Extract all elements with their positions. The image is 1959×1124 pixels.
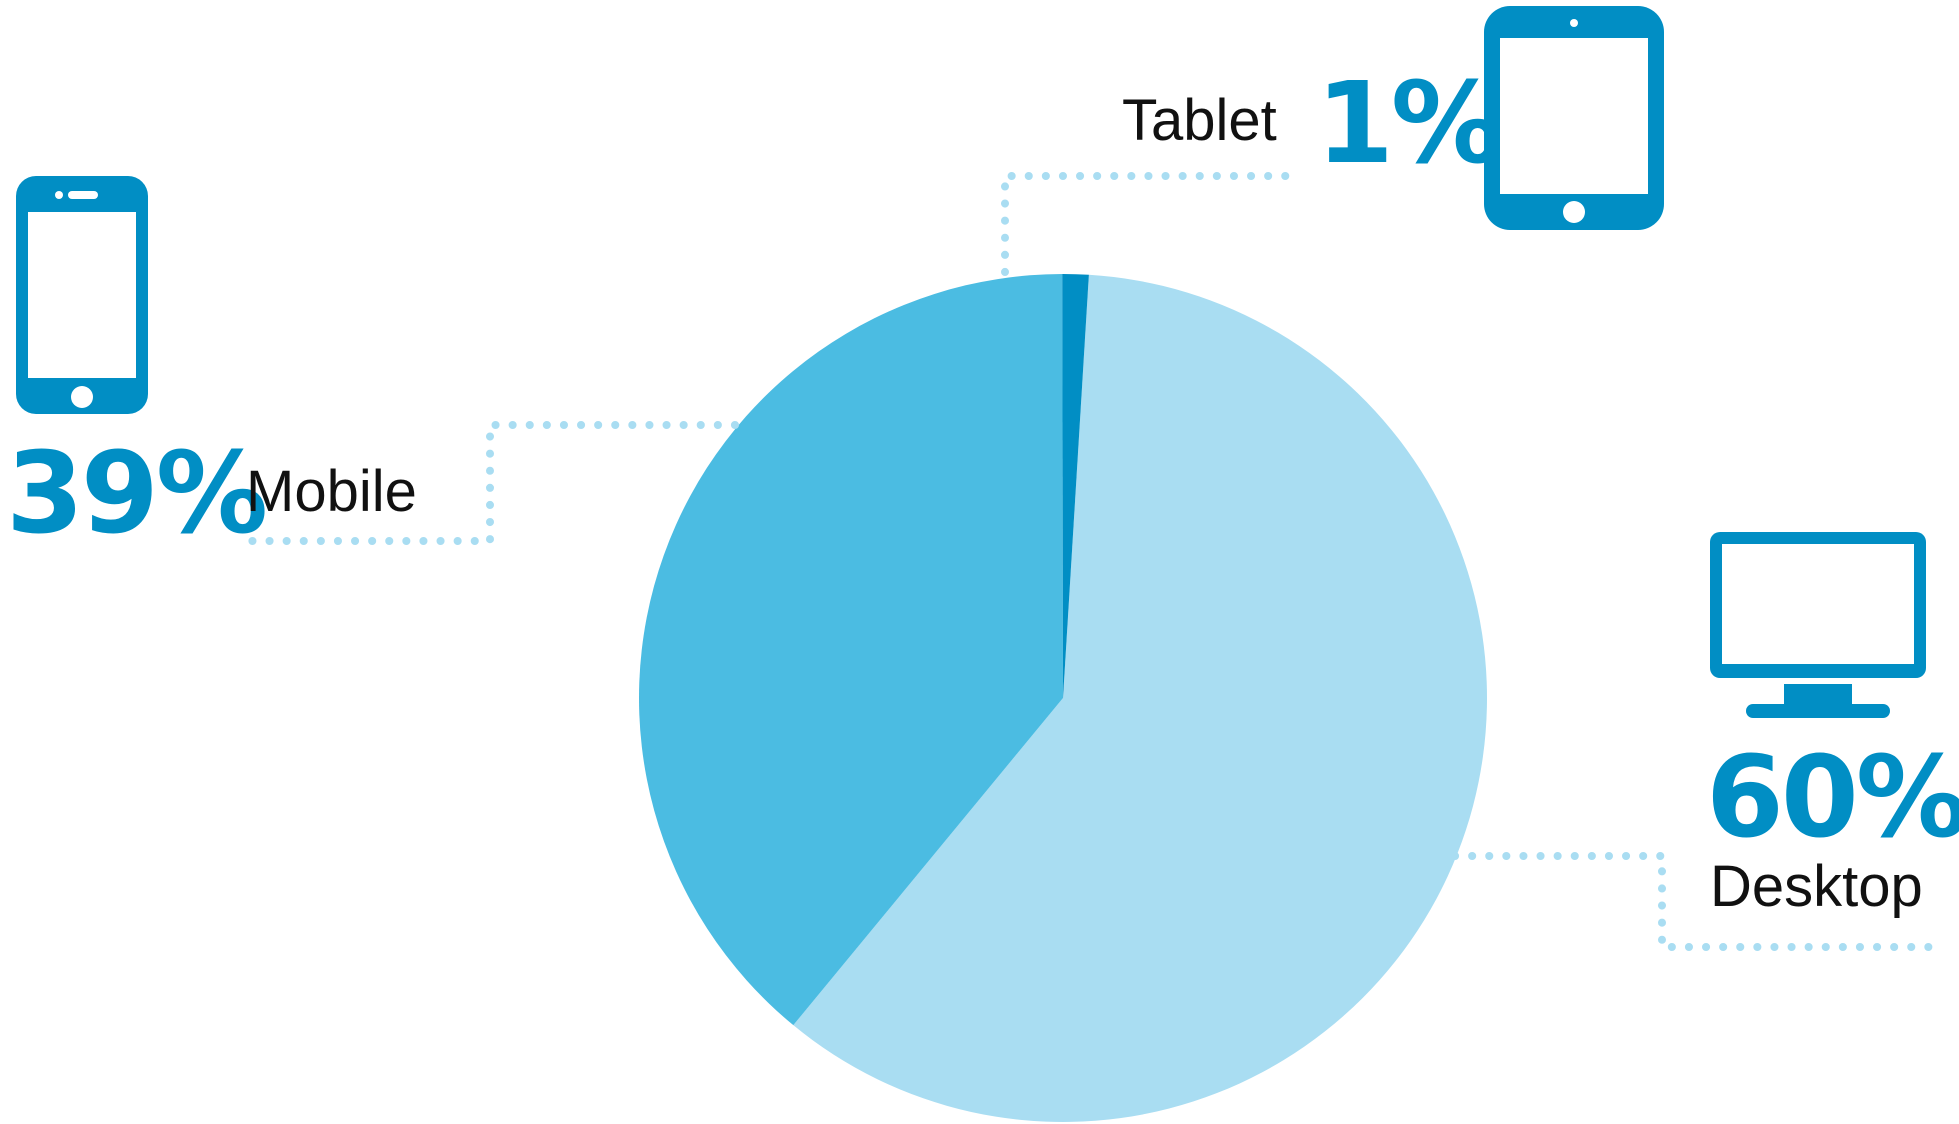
pie-slice-desktop (793, 274, 1488, 1123)
desktop-monitor-icon (1710, 532, 1926, 725)
leader-line-desktop (1451, 852, 1944, 951)
mobile-percent: 39% (6, 429, 268, 559)
pie-slice-mobile (639, 274, 1063, 1026)
smartphone-icon (16, 176, 148, 419)
tablet-icon (1484, 6, 1664, 235)
desktop-percent: 60% (1706, 733, 1959, 863)
leader-line-tablet (1001, 172, 1300, 276)
leader-line-mobile (244, 421, 739, 545)
mobile-label: Mobile (246, 459, 417, 524)
pie-slice-tablet (1062, 274, 1089, 698)
desktop-label: Desktop (1710, 854, 1923, 919)
tablet-percent: 1% (1316, 59, 1503, 189)
tablet-label: Tablet (1122, 88, 1277, 153)
